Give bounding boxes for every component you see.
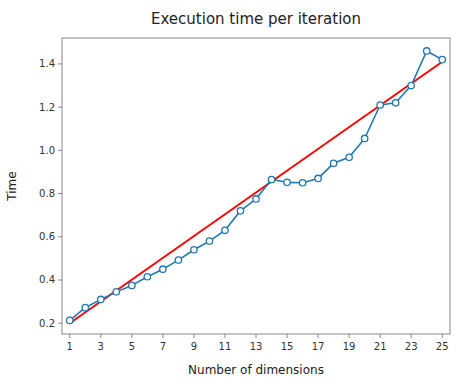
y-tick-label: 1.2 <box>39 102 55 113</box>
data-point <box>144 274 150 280</box>
x-tick-label: 9 <box>191 341 197 352</box>
data-point <box>330 160 336 166</box>
y-tick-label: 0.6 <box>39 231 55 242</box>
data-point <box>439 56 445 62</box>
x-tick-label: 23 <box>405 341 418 352</box>
x-tick <box>193 334 194 338</box>
x-tick-label: 13 <box>250 341 263 352</box>
plot-area <box>67 48 446 324</box>
data-point <box>175 257 181 263</box>
x-tick-label: 5 <box>129 341 135 352</box>
x-tick-label: 1 <box>67 341 73 352</box>
x-tick <box>287 334 288 338</box>
x-tick-label: 25 <box>436 341 449 352</box>
data-point <box>82 304 88 310</box>
data-point <box>299 180 305 186</box>
x-tick <box>411 334 412 338</box>
data-point <box>67 317 73 323</box>
data-point <box>129 282 135 288</box>
data-point <box>237 208 243 214</box>
x-axis-label: Number of dimensions <box>188 363 324 377</box>
x-tick-label: 11 <box>219 341 232 352</box>
y-tick <box>58 279 62 280</box>
x-tick <box>131 334 132 338</box>
data-point <box>361 135 367 141</box>
data-point <box>315 175 321 181</box>
data-point <box>392 100 398 106</box>
series <box>70 62 442 323</box>
x-tick-label: 21 <box>374 341 387 352</box>
x-tick <box>100 334 101 338</box>
data-point <box>253 196 259 202</box>
data-point <box>408 82 414 88</box>
data-point <box>268 176 274 182</box>
chart-container: 1357911131517192123250.20.40.60.81.01.21… <box>0 0 466 386</box>
x-tick-label: 17 <box>312 341 325 352</box>
y-tick <box>58 150 62 151</box>
x-tick <box>380 334 381 338</box>
x-tick <box>224 334 225 338</box>
y-tick-label: 0.8 <box>39 188 55 199</box>
data-point <box>113 289 119 295</box>
axes: 1357911131517192123250.20.40.60.81.01.21… <box>39 38 450 352</box>
y-axis-label: Time <box>5 171 19 201</box>
y-tick-label: 1.0 <box>39 145 55 156</box>
data-point <box>222 227 228 233</box>
x-tick-label: 7 <box>160 341 166 352</box>
y-tick <box>58 193 62 194</box>
data-line <box>70 51 442 320</box>
data-point <box>284 179 290 185</box>
chart-svg: 1357911131517192123250.20.40.60.81.01.21… <box>0 0 466 386</box>
y-tick <box>58 323 62 324</box>
data-point <box>346 154 352 160</box>
x-tick <box>256 334 257 338</box>
data-point <box>160 266 166 272</box>
x-tick-label: 15 <box>281 341 294 352</box>
data-point <box>98 296 104 302</box>
data-point <box>424 48 430 54</box>
x-tick <box>349 334 350 338</box>
y-tick <box>58 63 62 64</box>
y-tick-label: 0.4 <box>39 274 55 285</box>
x-tick <box>442 334 443 338</box>
series <box>67 48 446 324</box>
x-tick <box>69 334 70 338</box>
y-tick-label: 1.4 <box>39 58 55 69</box>
x-tick <box>162 334 163 338</box>
data-point <box>206 238 212 244</box>
fit-line <box>70 62 442 323</box>
data-point <box>191 247 197 253</box>
data-point <box>377 102 383 108</box>
x-tick <box>318 334 319 338</box>
chart-title: Execution time per iteration <box>151 10 361 28</box>
plot-frame <box>62 38 450 334</box>
y-tick <box>58 107 62 108</box>
y-tick <box>58 236 62 237</box>
x-tick-label: 3 <box>98 341 104 352</box>
y-tick-label: 0.2 <box>39 318 55 329</box>
x-tick-label: 19 <box>343 341 356 352</box>
